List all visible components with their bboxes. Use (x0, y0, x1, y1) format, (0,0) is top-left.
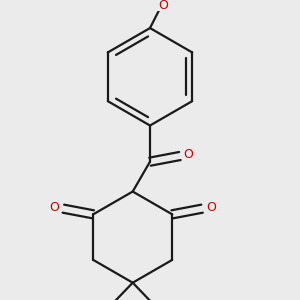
Text: O: O (206, 201, 216, 214)
Text: O: O (184, 148, 194, 161)
Text: O: O (50, 201, 59, 214)
Text: O: O (158, 0, 168, 12)
